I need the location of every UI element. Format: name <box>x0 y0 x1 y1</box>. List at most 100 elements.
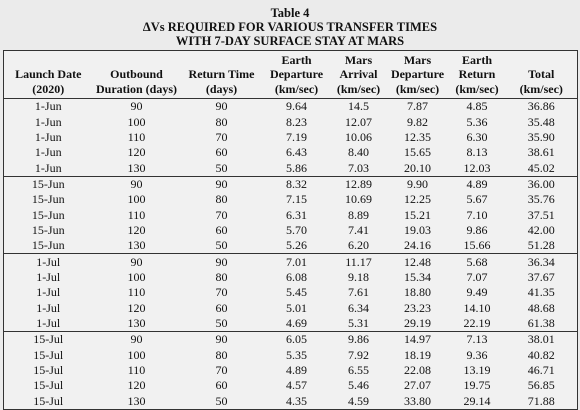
table-cell: 13.19 <box>463 363 491 378</box>
header-text: Return Time <box>188 67 255 81</box>
table-cell: 29.19 <box>404 315 431 330</box>
table-cell: 8.23 <box>286 114 307 129</box>
table-cell: 15.34 <box>404 269 431 284</box>
header-cell: Outbound Duration (days) <box>92 50 181 99</box>
table-cell: 6.34 <box>348 300 369 315</box>
table-cell: 100 <box>127 114 146 129</box>
table-cell: 51.28 <box>527 238 555 253</box>
table-cell: 8.89 <box>348 207 369 222</box>
table-cell: 15-Jul <box>33 393 64 408</box>
table-cell: 14.10 <box>463 300 491 315</box>
table-cell: 12.03 <box>463 160 491 175</box>
table-cell: 20.10 <box>404 160 431 175</box>
table-row: 15-Jun 120 60 5.70 7.41 19.03 9.86 42.00 <box>4 223 578 238</box>
header-text: Arrival <box>339 67 378 81</box>
table-cell: 1-Jul <box>36 269 61 284</box>
table-cell: 5.26 <box>286 238 307 253</box>
table-cell: 35.48 <box>527 114 555 129</box>
table-cell: 80 <box>215 347 228 362</box>
table-cell: 90 <box>180 98 263 115</box>
header-text: Mars <box>344 52 373 67</box>
table-cell: 120 <box>127 222 146 237</box>
header-text: (km/sec) <box>519 81 563 96</box>
table-cell: 7.07 <box>466 269 488 284</box>
header-cell: Earth Return (km/sec) <box>448 50 506 99</box>
table-cell: 80 <box>215 114 228 129</box>
table-cell: 50 <box>215 238 228 253</box>
table-cell: 110 <box>127 207 146 222</box>
header-text: Earth <box>462 52 492 67</box>
table-cell: 14.97 <box>386 331 449 348</box>
header-text: Mars <box>403 52 432 67</box>
table-cell: 7.15 <box>286 192 307 207</box>
table-cell: 15.66 <box>463 238 491 253</box>
table-row: 1-Jun 120 60 6.43 8.40 15.65 8.13 38.61 <box>4 145 578 160</box>
table-cell: 15-Jul <box>33 363 64 378</box>
table-cell: 5.67 <box>466 192 488 207</box>
table-cell: 7.61 <box>348 285 369 300</box>
table-cell: 15-Jul <box>33 347 64 362</box>
table-cell: 90 <box>92 331 181 348</box>
table-header: Launch Date (2020) Outbound Duration (days)… <box>3 50 578 99</box>
table-cell: 4.69 <box>286 315 307 330</box>
table-row: 1-Jul 130 50 4.69 5.31 29.19 22.19 61.38 <box>4 316 578 332</box>
table-cell: 5.31 <box>348 315 369 330</box>
table-cell: 71.88 <box>527 393 555 408</box>
table-cell: 15-Jun <box>3 175 93 193</box>
table-cell: 11.17 <box>330 253 387 270</box>
table-cell: 5.70 <box>286 222 307 237</box>
table-cell: 42.00 <box>527 222 555 237</box>
table-cell: 5.46 <box>348 378 369 393</box>
table-cell: 130 <box>127 393 146 408</box>
table-cell: 1-Jun <box>3 98 93 115</box>
table-cell: 12.25 <box>404 192 431 207</box>
table-cell: 1-Jun <box>34 129 62 144</box>
table-cell: 100 <box>127 192 146 207</box>
table-cell: 18.80 <box>404 285 431 300</box>
table-cell: 120 <box>127 300 146 315</box>
table-cell: 27.07 <box>404 378 431 393</box>
table-cell: 15-Jul <box>3 331 93 348</box>
header-cell: Earth Departure (km/sec) <box>262 50 331 99</box>
table-cell: 70 <box>215 207 228 222</box>
table-cell: 7.87 <box>386 98 449 115</box>
table-row: 15-Jul 130 50 4.35 4.59 33.80 29.14 71.88 <box>4 394 578 410</box>
table-cell: 130 <box>127 315 146 330</box>
header-cell: Launch Date (2020) <box>3 50 93 99</box>
table-row: 15-Jun 130 50 5.26 6.20 24.16 15.66 51.28 <box>4 238 578 254</box>
table-cell: 19.03 <box>404 222 431 237</box>
table-cell: 15-Jun <box>31 192 65 207</box>
table-cell: 12.07 <box>345 114 372 129</box>
table-cell: 9.82 <box>407 114 428 129</box>
table-cell: 1-Jun <box>34 114 62 129</box>
table-cell: 4.57 <box>286 378 307 393</box>
table-cell: 9.18 <box>348 269 369 284</box>
table-cell: 40.82 <box>527 347 555 362</box>
table-cell: 15-Jun <box>31 222 65 237</box>
table-cell: 80 <box>215 192 228 207</box>
table-cell: 90 <box>180 331 263 348</box>
table-cell: 22.19 <box>463 315 491 330</box>
table-cell: 6.08 <box>286 269 307 284</box>
header-text: Launch Date <box>15 67 82 81</box>
table-cell: 110 <box>127 363 146 378</box>
table-cell: 7.41 <box>348 222 369 237</box>
table-cell: 1-Jun <box>34 145 62 160</box>
table-cell: 23.23 <box>404 300 431 315</box>
table-cell: 10.69 <box>345 192 372 207</box>
table-cell: 7.13 <box>448 331 506 348</box>
table-cell: 60 <box>215 378 228 393</box>
table-cell: 1-Jul <box>36 315 61 330</box>
header-text: Total <box>528 67 555 81</box>
table-cell: 22.08 <box>404 363 431 378</box>
table-body: 1-Jun 90 90 9.64 14.5 7.87 4.85 36.86 1-Jun 100 80… <box>3 98 578 410</box>
table-cell: 50 <box>215 160 228 175</box>
table-row: 1-Jul 120 60 5.01 6.34 23.23 14.10 48.68 <box>4 300 578 315</box>
header-text: Departure <box>269 67 324 81</box>
table-cell: 7.03 <box>348 160 369 175</box>
table-cell: 5.45 <box>286 285 307 300</box>
table-title: Table 4 ΔVs REQUIRED FOR VARIOUS TRANSFE… <box>0 0 580 48</box>
table-cell: 36.00 <box>505 175 578 193</box>
header-text: Departure <box>390 67 445 81</box>
